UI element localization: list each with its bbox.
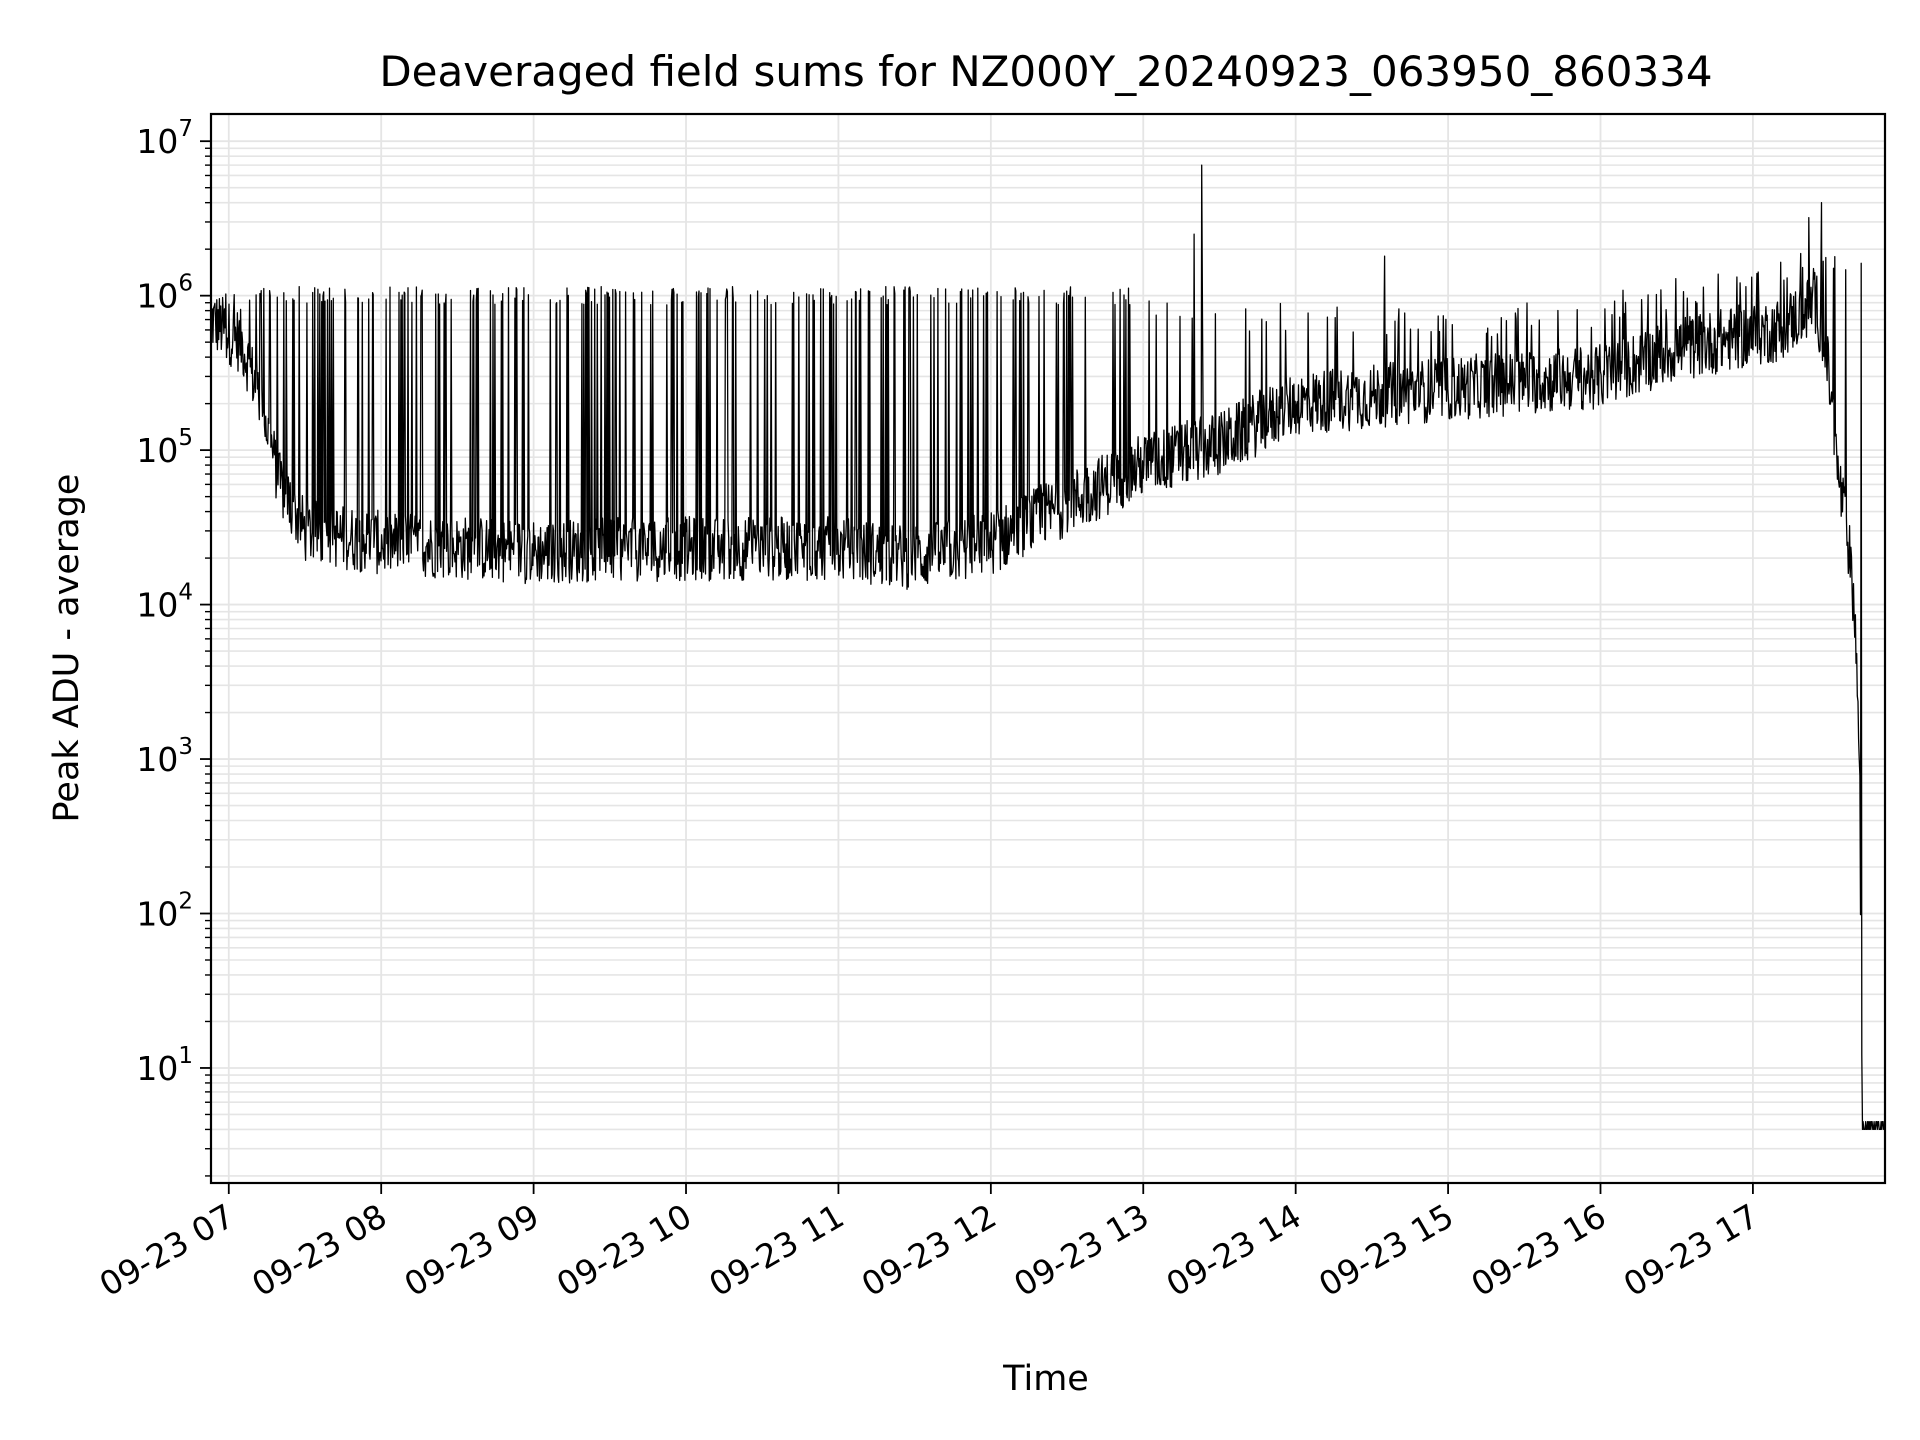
data-series	[210, 164, 1886, 1131]
y-tick-label: 107	[136, 116, 193, 161]
y-tick-label: 106	[136, 271, 193, 316]
chart-title: Deaveraged field sums for NZ000Y_2024092…	[379, 47, 1712, 96]
x-axis-label: Time	[1002, 1359, 1089, 1399]
y-tick-label: 105	[136, 425, 193, 470]
y-tick-label: 103	[136, 734, 193, 779]
grid	[211, 114, 1885, 1183]
plot-frame	[209, 112, 1887, 1185]
y-tick-label: 102	[136, 889, 193, 934]
y-axis-label: Peak ADU - average	[47, 474, 87, 823]
series-line	[210, 164, 1886, 1131]
y-tick-label: 101	[136, 1043, 193, 1088]
y-tick-label: 104	[136, 580, 193, 625]
y-axis: 101 102 103 104 105 106 107	[136, 116, 211, 1177]
